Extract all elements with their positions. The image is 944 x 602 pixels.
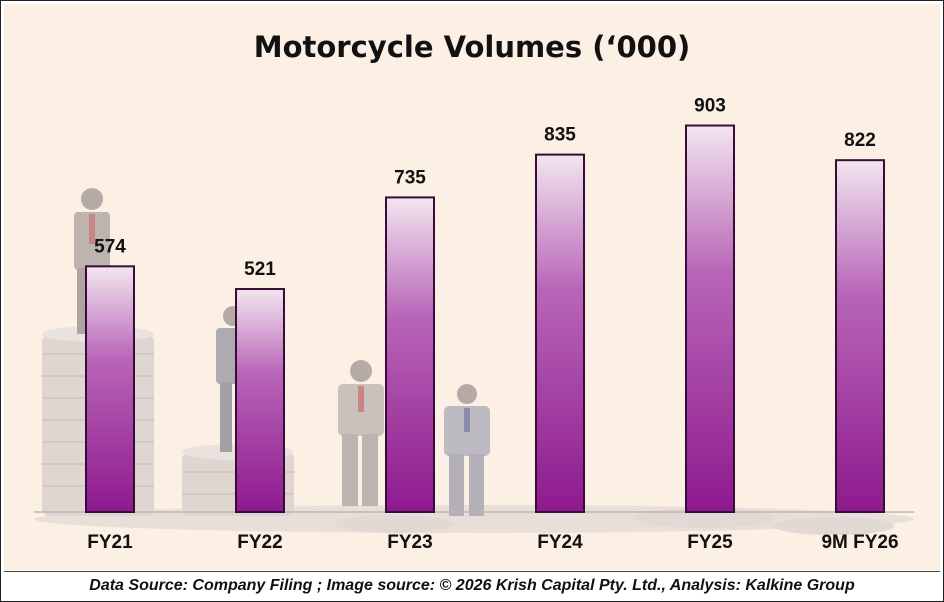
bar-chart: 574 FY21 521 FY22 735 FY23 835 FY24 903 FY25 822 9M… bbox=[34, 96, 914, 553]
bar-fy25 bbox=[685, 124, 735, 514]
x-tick-label: FY23 bbox=[387, 532, 432, 553]
x-tick-label: FY25 bbox=[687, 532, 733, 553]
data-label: 574 bbox=[94, 236, 126, 257]
x-tick-label: FY24 bbox=[537, 532, 583, 553]
businessman-figure-icon bbox=[338, 360, 384, 506]
businessman-figure-icon bbox=[444, 384, 490, 516]
bar-fy24 bbox=[535, 153, 585, 513]
bar-9m-fy26 bbox=[835, 159, 885, 514]
data-label: 735 bbox=[394, 167, 426, 188]
x-tick-label: FY21 bbox=[87, 532, 133, 553]
data-label: 822 bbox=[844, 130, 876, 151]
chart-title: Motorcycle Volumes (‘000) bbox=[253, 30, 691, 64]
bar-fy22 bbox=[235, 288, 285, 513]
data-label: 835 bbox=[544, 125, 576, 146]
x-tick-label: FY22 bbox=[237, 532, 282, 553]
data-label: 521 bbox=[244, 259, 276, 280]
plot-area: 574 FY21 521 FY22 735 FY23 835 FY24 903 FY25 822 9M… bbox=[4, 4, 940, 570]
bar-fy23 bbox=[385, 196, 435, 513]
source-footer: Data Source: Company Filing ; Image sour… bbox=[4, 571, 940, 600]
data-label: 903 bbox=[694, 96, 726, 117]
x-tick-label: 9M FY26 bbox=[821, 532, 898, 553]
bar-fy21 bbox=[85, 265, 135, 513]
source-note: Data Source: Company Filing ; Image sour… bbox=[89, 577, 855, 594]
background-illustration bbox=[34, 188, 914, 535]
